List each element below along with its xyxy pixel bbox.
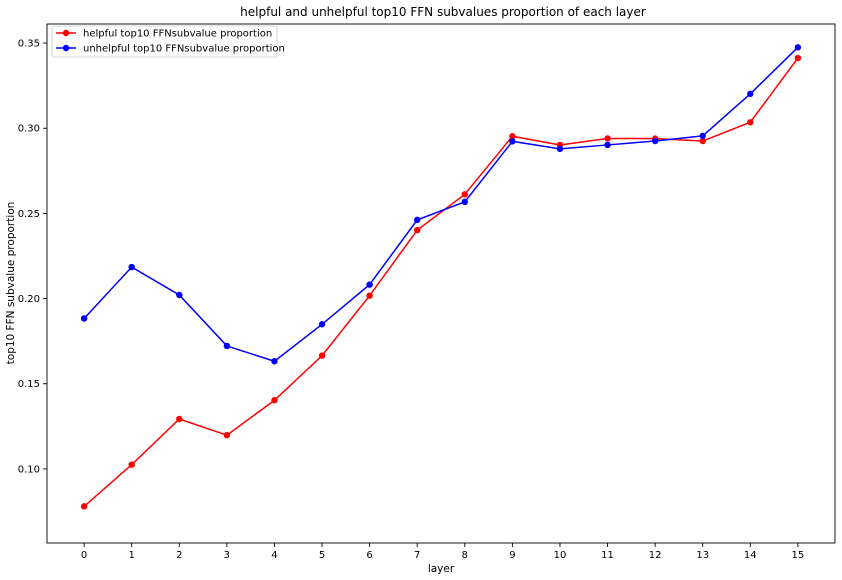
legend-marker-helpful (62, 29, 70, 37)
data-point-helpful (461, 191, 468, 198)
y-tick-label: 0.35 (18, 39, 40, 50)
x-axis: 0 1 2 3 4 5 6 7 8 9 10 11 12 13 14 15 (81, 543, 804, 561)
x-tick-label: 13 (696, 550, 709, 561)
y-tick-label: 0.15 (18, 379, 40, 390)
y-axis: 0.10 0.15 0.20 0.25 0.30 0.35 (18, 39, 47, 475)
chart-title: helpful and unhelpful top10 FFN subvalue… (240, 5, 646, 19)
y-tick-label: 0.25 (18, 209, 40, 220)
legend-box (51, 25, 278, 58)
data-point-unhelpful (271, 358, 278, 365)
y-tick-label: 0.30 (18, 124, 40, 135)
data-point-unhelpful (604, 141, 611, 149)
data-point-helpful (271, 397, 278, 404)
x-tick-label: 3 (224, 550, 230, 561)
y-tick-label: 0.10 (18, 464, 40, 475)
data-point-unhelpful (794, 44, 802, 51)
legend-label-helpful: helpful top10 FFNsubvalue proportion (83, 29, 272, 40)
data-point-unhelpful (128, 263, 135, 271)
y-axis-label: top10 FFN subvalue proportion (5, 202, 17, 365)
legend-marker-unhelpful (62, 44, 70, 52)
data-point-unhelpful (509, 138, 516, 145)
x-tick-label: 14 (744, 550, 757, 561)
x-tick-label: 5 (319, 550, 325, 561)
x-tick-label: 0 (81, 550, 87, 561)
data-point-unhelpful (80, 315, 88, 322)
data-point-unhelpful (747, 90, 754, 98)
data-point-unhelpful (318, 321, 326, 328)
x-tick-label: 6 (366, 550, 372, 561)
x-tick-label: 10 (554, 550, 567, 561)
data-point-unhelpful (176, 291, 183, 299)
data-point-helpful (176, 415, 183, 423)
x-tick-label: 2 (176, 550, 182, 561)
data-point-helpful (509, 133, 516, 140)
data-point-helpful (318, 352, 326, 359)
data-point-helpful (80, 503, 88, 510)
data-point-unhelpful (699, 132, 706, 140)
x-tick-label: 12 (649, 550, 662, 561)
data-point-helpful (223, 431, 231, 439)
x-tick-label: 9 (509, 550, 515, 561)
plot-area (80, 44, 802, 510)
data-point-helpful (366, 292, 373, 299)
data-point-helpful (699, 137, 706, 145)
data-point-helpful (747, 119, 754, 126)
data-point-unhelpful (414, 216, 421, 224)
series-line-unhelpful (83, 46, 799, 363)
legend-entry-helpful: helpful top10 FFNsubvalue proportion (56, 29, 272, 40)
y-tick-label: 0.20 (18, 294, 40, 305)
plot-frame (46, 23, 836, 544)
x-tick-label: 7 (414, 550, 420, 561)
x-tick-label: 8 (462, 550, 468, 561)
data-point-unhelpful (223, 342, 231, 350)
data-point-unhelpful (556, 145, 564, 153)
x-tick-label: 4 (271, 550, 277, 561)
series-unhelpful (80, 44, 802, 365)
data-point-unhelpful (461, 198, 468, 206)
data-point-unhelpful (651, 137, 659, 145)
series-line-helpful (83, 57, 799, 507)
data-point-helpful (414, 226, 421, 234)
data-point-helpful (604, 135, 611, 142)
legend-entry-unhelpful: unhelpful top10 FFNsubvalue proportion (56, 44, 285, 55)
data-point-unhelpful (366, 281, 373, 288)
x-axis-label: layer (428, 563, 455, 575)
x-tick-label: 1 (129, 550, 135, 561)
legend: helpful top10 FFNsubvalue proportion unh… (51, 25, 285, 58)
x-tick-label: 15 (792, 550, 805, 561)
x-tick-label: 11 (601, 550, 614, 561)
data-point-helpful (794, 54, 802, 62)
series-helpful (80, 54, 802, 510)
legend-label-unhelpful: unhelpful top10 FFNsubvalue proportion (83, 44, 285, 55)
data-point-helpful (128, 461, 135, 468)
